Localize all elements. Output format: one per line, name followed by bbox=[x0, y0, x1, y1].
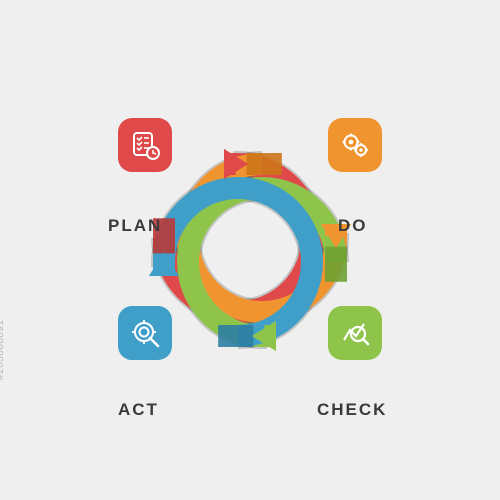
act-icon-tile bbox=[118, 306, 172, 360]
act-label: ACT bbox=[118, 400, 159, 420]
chart-magnify-icon bbox=[338, 316, 372, 350]
plan-label: PLAN bbox=[108, 216, 162, 236]
gears-icon bbox=[338, 128, 372, 162]
checklist-clock-icon bbox=[128, 128, 162, 162]
check-icon-tile bbox=[328, 306, 382, 360]
check-label: CHECK bbox=[317, 400, 387, 420]
watermark: #263868891 bbox=[0, 319, 6, 380]
target-magnify-icon bbox=[128, 316, 162, 350]
do-label: DO bbox=[338, 216, 368, 236]
pdca-diagram: PLAN DO CHECK ACT #263868891 bbox=[0, 0, 500, 500]
plan-icon-tile bbox=[118, 118, 172, 172]
do-icon-tile bbox=[328, 118, 382, 172]
